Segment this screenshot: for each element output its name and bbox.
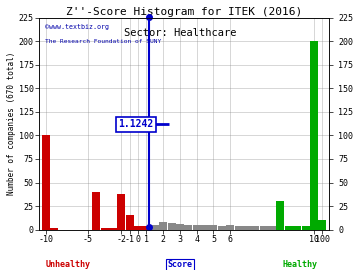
Bar (42, 136, 50, 230)
Bar (260, 226, 268, 230)
Bar (268, 226, 276, 230)
Bar (218, 226, 226, 230)
Bar (143, 226, 150, 230)
Text: ©www.textbiz.org: ©www.textbiz.org (45, 24, 109, 30)
Bar (151, 225, 159, 230)
Bar (134, 226, 142, 230)
Bar (293, 226, 301, 230)
Bar (235, 226, 243, 230)
Bar (168, 223, 176, 230)
Bar (100, 228, 109, 230)
Bar (117, 194, 125, 230)
Bar (92, 192, 100, 230)
Bar (210, 225, 217, 230)
Bar (302, 226, 310, 230)
Title: Z''-Score Histogram for ITEK (2016): Z''-Score Histogram for ITEK (2016) (66, 7, 302, 17)
Text: Sector: Healthcare: Sector: Healthcare (124, 28, 236, 38)
Text: Score: Score (167, 260, 193, 269)
Bar (285, 226, 293, 230)
Text: Unhealthy: Unhealthy (46, 260, 91, 269)
Text: The Research Foundation of SUNY: The Research Foundation of SUNY (45, 39, 161, 44)
Bar (109, 228, 117, 230)
Bar (276, 201, 284, 229)
Y-axis label: Number of companies (670 total): Number of companies (670 total) (7, 52, 16, 195)
Bar (310, 41, 318, 230)
Bar (318, 220, 326, 230)
Bar (243, 226, 251, 230)
Bar (193, 225, 201, 230)
Bar (226, 225, 234, 230)
Bar (159, 222, 167, 230)
Bar (176, 224, 184, 230)
Bar (184, 225, 192, 230)
Bar (201, 225, 209, 230)
Bar (126, 215, 134, 230)
Bar (50, 228, 58, 230)
Text: 1.1242: 1.1242 (118, 119, 154, 129)
Text: Healthy: Healthy (283, 260, 318, 269)
Bar (251, 226, 259, 230)
